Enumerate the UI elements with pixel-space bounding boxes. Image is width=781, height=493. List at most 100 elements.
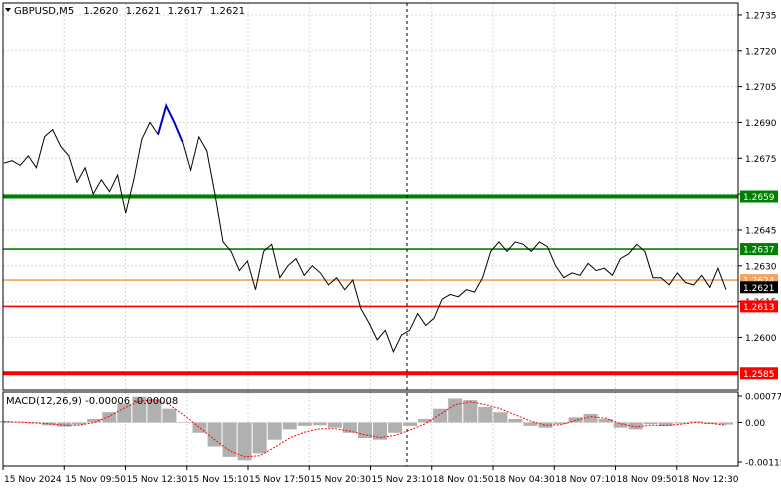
price-tick-label: 1.2645 [745,226,777,236]
macd-histogram-bar [342,422,357,433]
price-tick-label: 1.2705 [745,83,777,93]
level-price-tag-label: 1.2659 [743,193,775,203]
macd-histogram-bar [312,422,327,426]
macd-histogram-bar [448,398,463,423]
time-tick-label: 15 Nov 23:10 [372,475,433,485]
macd-histogram-bar [463,400,478,423]
macd-histogram-bar [358,422,372,438]
macd-histogram-bar [703,422,718,424]
macd-histogram-bar [418,419,433,423]
current-price-tag [740,281,778,294]
level-price-tag [740,243,778,256]
macd-histogram-bar [508,419,523,423]
macd-histogram-bar [117,403,132,423]
macd-signal-line [3,399,727,458]
macd-histogram-bar [553,422,568,425]
price-tick-label: 1.2720 [745,47,777,57]
time-tick-label: 15 Nov 2024 [4,475,62,485]
macd-histogram-bar [282,422,297,430]
macd-histogram-bar [147,399,162,423]
macd-tick-label: 0.00 [745,419,765,429]
macd-histogram-bar [57,422,72,427]
close-value: 1.2621 [210,6,245,17]
macd-label: MACD(12,26,9) -0.00006 -0.00008 [6,396,178,407]
macd-histogram-bar [162,408,177,423]
macd-histogram-bar [583,413,598,423]
macd-histogram-bar [192,422,207,433]
macd-histogram-bar [87,419,102,423]
level-price-tag-label: 1.2585 [743,370,775,380]
price-line [3,104,727,354]
time-tick-label: 15 Nov 15:10 [188,475,249,485]
time-tick-label: 18 Nov 12:30 [678,475,739,485]
chart-header: GBPUSD,M5 1.2620 1.2621 1.2617 1.2621 [5,6,245,17]
macd-histogram-bar [658,422,673,426]
highlighted-price-segment [157,102,184,142]
price-series [3,102,727,354]
macd-histogram-bar [433,408,448,423]
symbol-label: GBPUSD,M5 [14,6,74,17]
low-value: 1.2617 [168,6,203,17]
macd-histogram-bar [673,422,688,424]
macd-histogram-bar [613,422,628,428]
macd-histogram-bar [523,422,538,426]
svg-text:GBPUSD,M5 1.2620: GBPUSD,M5 1.2620 1.2621 1.2617 1.2621 [14,6,245,17]
price-tick-label: 1.2735 [745,11,777,21]
horizontal-levels [3,194,738,376]
level-price-tag [740,300,778,313]
current-price-tag-label: 1.2621 [743,284,775,294]
macd-histogram-bar [267,422,282,440]
chart-frames [2,2,739,467]
time-tick-label: 18 Nov 04:30 [494,475,555,485]
time-tick-label: 15 Nov 20:30 [310,475,371,485]
macd-histogram-bar [373,422,387,440]
macd-histogram-bar [237,422,252,461]
price-tick-label: 1.2600 [745,334,777,344]
macd-histogram-bar [297,422,312,426]
macd-histogram-bar [252,422,267,454]
macd-histogram-bar [388,422,403,433]
macd-histogram-bar [102,412,117,423]
macd-tick-label: 0.00077 [745,393,781,403]
macd-histogram-bar [207,422,222,447]
macd-histogram-bar [27,422,42,424]
macd-histogram-bar [72,422,87,425]
price-tick-label: 1.2690 [745,119,777,129]
level-price-tag-label: 1.2613 [743,303,775,313]
macd-histogram-bar [628,422,643,430]
macd-histogram-bar [719,422,733,425]
macd-histogram-bar [493,412,508,423]
time-tick-label: 18 Nov 01:50 [433,475,494,485]
macd-histogram-bar [598,419,613,423]
time-tick-label: 15 Nov 12:30 [127,475,188,485]
macd-panel-frame [2,391,739,467]
price-tick-label: 1.2630 [745,262,777,272]
macd-histogram-bar [327,422,342,428]
macd-histogram-bar [688,421,703,423]
macd-histogram-bar [568,417,583,423]
macd-axis[interactable]: 0.00077 0.00 -0.00115 [738,393,781,469]
high-value: 1.2621 [126,6,161,17]
price-tick-label: 1.2675 [745,155,777,165]
macd-indicator [0,396,733,461]
time-tick-label: 18 Nov 09:50 [617,475,678,485]
dropdown-triangle-icon[interactable] [5,8,11,12]
level-price-tag-label: 1.2637 [743,246,775,256]
macd-histogram-bar [177,422,192,423]
open-value: 1.2620 [83,6,118,17]
macd-histogram-bar [222,422,237,457]
price-panel-frame [2,2,739,391]
level-price-tag [740,190,778,203]
time-axis[interactable]: 15 Nov 2024 15 Nov 09:50 15 Nov 12:30 15 No… [2,466,739,485]
macd-histogram-bar [42,422,57,426]
time-tick-label: 15 Nov 17:50 [249,475,310,485]
macd-histogram-bar [643,422,658,425]
time-tick-label: 15 Nov 09:50 [65,475,126,485]
time-tick-label: 18 Nov 07:10 [555,475,616,485]
macd-histogram-bar [478,407,493,423]
macd-histogram-bar [403,422,418,426]
macd-histogram-bar [538,422,553,428]
